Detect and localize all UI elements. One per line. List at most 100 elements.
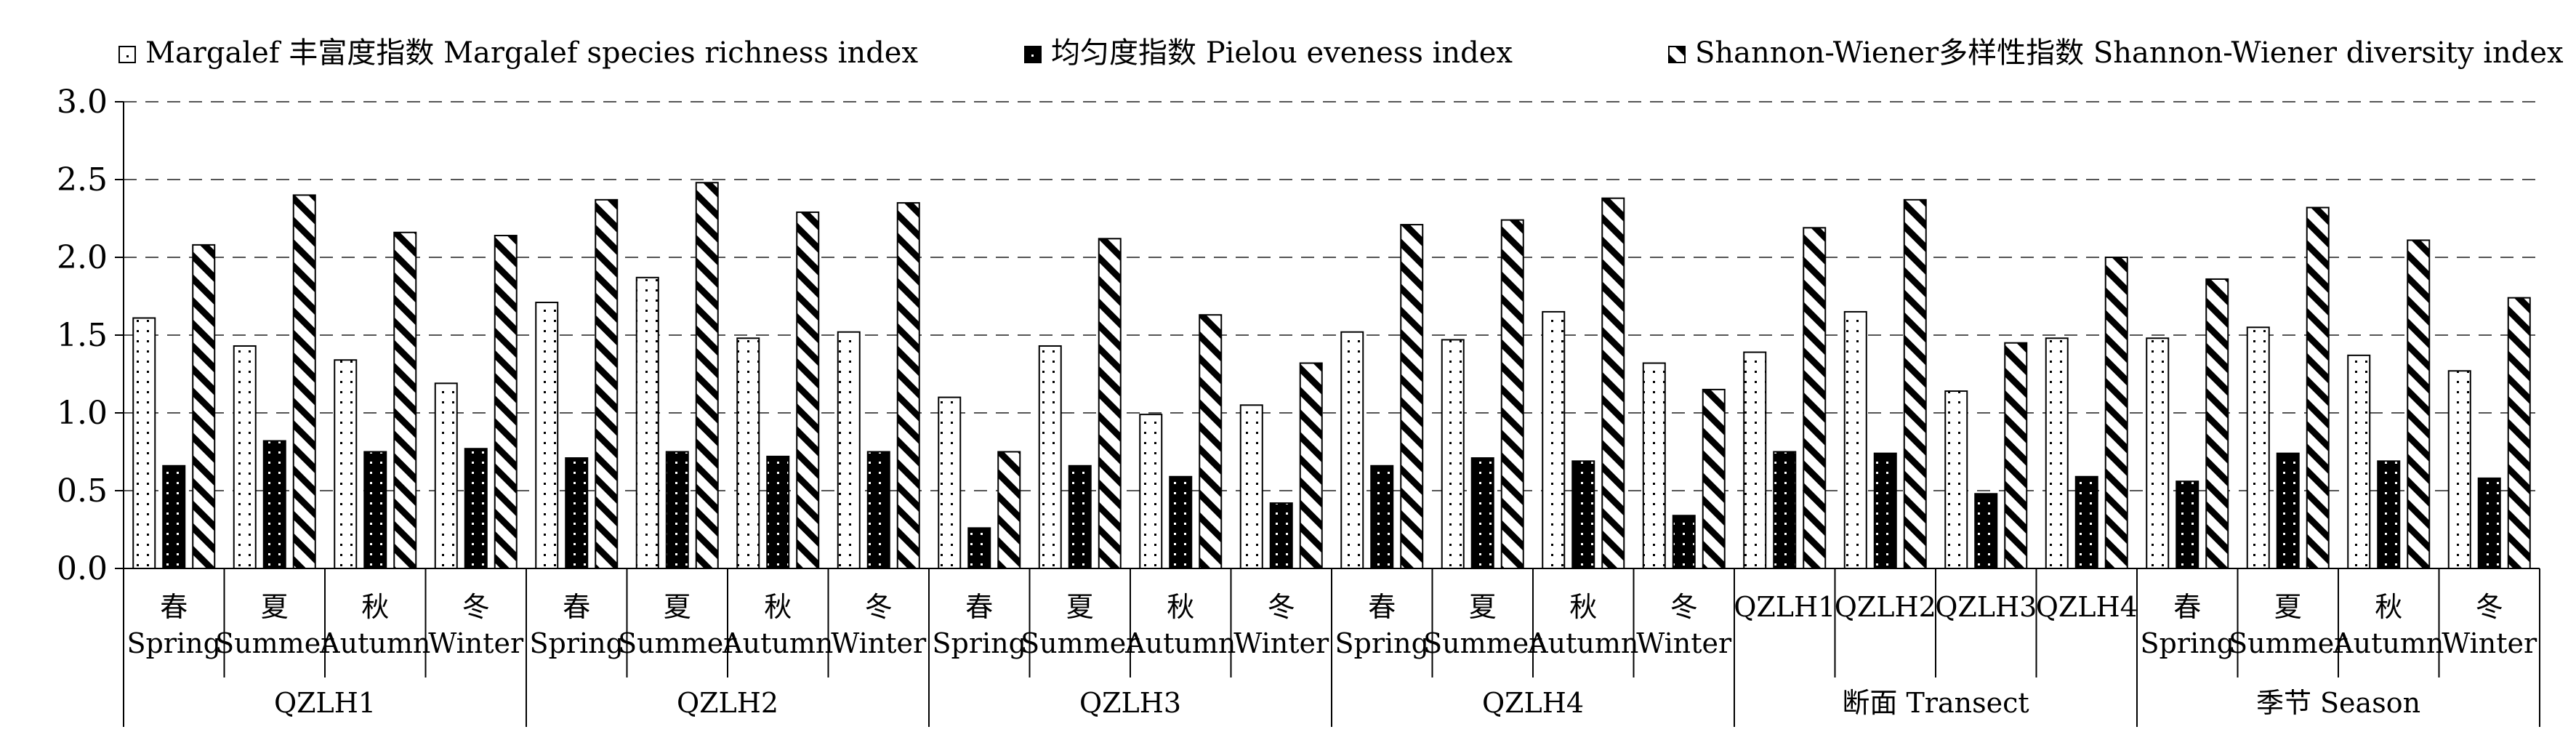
- x-tick-label: 春: [160, 591, 188, 623]
- bar-series3-cat23: [2407, 239, 2431, 569]
- x-tick-label-en: Summer: [2229, 627, 2348, 659]
- bar-series3-cat9: [997, 451, 1021, 569]
- x-tick-label: 冬: [1670, 591, 1698, 623]
- bar-series2-cat11: [1169, 475, 1193, 569]
- x-tick-label-en: Winter: [831, 627, 927, 659]
- y-tick-label: 0.5: [57, 472, 108, 510]
- group-label-4: QZLH4: [1482, 687, 1584, 719]
- x-tick-label: 冬: [1268, 591, 1295, 623]
- x-tick-label: QZLH3: [1935, 591, 2037, 623]
- x-tick-label: 秋: [1167, 591, 1194, 623]
- x-tick-label-en: Autumn: [722, 627, 833, 659]
- x-tick-label: 夏: [664, 591, 691, 623]
- x-tick-label-en: Autumn: [1124, 627, 1236, 659]
- bar-series2-cat3: [363, 451, 387, 569]
- bars: [132, 182, 2531, 570]
- x-tick-label: QZLH4: [2036, 591, 2138, 623]
- x-tick-label-en: Spring: [2141, 627, 2234, 659]
- bar-series2-cat12: [1269, 502, 1293, 569]
- x-tick-label: QZLH1: [1734, 591, 1835, 623]
- legend-label-3: Shannon-Wiener多样性指数 Shannon-Wiener diver…: [1695, 36, 2564, 70]
- x-tick-label-en: Spring: [127, 627, 221, 659]
- x-tick-label: 秋: [1569, 591, 1597, 623]
- bar-series1-cat21: [2146, 337, 2170, 569]
- y-tick-label: 0.0: [57, 550, 108, 587]
- bar-series1-cat16: [1642, 362, 1666, 569]
- x-tick-label: 秋: [764, 591, 792, 623]
- bar-series3-cat18: [1903, 198, 1927, 569]
- y-axis: 0.0 0.5 1.0 1.5 2.0 2.5 3.0: [57, 84, 124, 587]
- bar-series1-cat11: [1139, 414, 1163, 570]
- x-tick-label-en: Autumn: [319, 627, 430, 659]
- bar-series3-cat3: [393, 231, 417, 569]
- bar-series3-cat12: [1299, 362, 1323, 569]
- bar-series2-cat8: [866, 451, 890, 569]
- bar-series3-cat24: [2507, 297, 2531, 569]
- group-label-1: QZLH1: [274, 687, 376, 719]
- bar-series3-cat14: [1500, 219, 1524, 569]
- x-tick-label: 夏: [1469, 591, 1497, 623]
- bar-series2-cat2: [262, 440, 286, 570]
- gridlines: [124, 101, 2540, 491]
- x-tick-label-en: Spring: [530, 627, 624, 659]
- bar-series1-cat20: [2045, 337, 2069, 569]
- bar-series2-cat17: [1773, 451, 1797, 569]
- x-tick-label: 秋: [361, 591, 389, 623]
- bar-series3-cat1: [192, 244, 216, 569]
- x-tick-label-en: Summer: [215, 627, 334, 659]
- bar-series2-cat21: [2175, 480, 2199, 569]
- x-tick-label: 春: [563, 591, 590, 623]
- bar-series1-cat15: [1542, 310, 1566, 569]
- x-tick-label: 冬: [2476, 591, 2503, 623]
- x-tick-label-en: Summer: [1021, 627, 1140, 659]
- bar-series2-cat24: [2477, 477, 2501, 570]
- x-tick-label-en: Spring: [1335, 627, 1429, 659]
- bar-series1-cat17: [1743, 351, 1767, 569]
- x-tick-label-en: Autumn: [1527, 627, 1638, 659]
- bar-series3-cat17: [1803, 227, 1827, 569]
- bar-series1-cat4: [434, 382, 458, 570]
- bar-series1-cat18: [1843, 310, 1867, 569]
- legend-swatch-1: [118, 46, 136, 63]
- legend-label-2: 均匀度指数 Pielou eveness index: [1051, 36, 1513, 70]
- bar-series1-cat6: [635, 276, 659, 569]
- bar-series2-cat22: [2276, 452, 2300, 570]
- bar-series3-cat2: [292, 194, 316, 569]
- bar-series3-cat16: [1702, 388, 1726, 570]
- x-tick-label: 夏: [1066, 591, 1094, 623]
- bar-series1-cat5: [535, 302, 559, 569]
- bar-series2-cat7: [766, 455, 790, 569]
- x-tick-label: QZLH2: [1835, 591, 1936, 623]
- bar-series2-cat6: [665, 451, 689, 569]
- bar-series3-cat5: [595, 198, 619, 569]
- bar-series3-cat15: [1601, 197, 1625, 569]
- bar-series2-cat19: [1974, 493, 1998, 570]
- bar-series3-cat4: [494, 235, 518, 569]
- bar-series2-cat15: [1571, 460, 1595, 570]
- y-tick-label: 2.5: [57, 161, 108, 198]
- x-tick-label-en: Summer: [1423, 627, 1542, 659]
- legend-swatch-2: [1024, 46, 1042, 63]
- bar-series3-cat7: [796, 211, 820, 569]
- bar-series1-cat1: [132, 317, 156, 569]
- bar-series2-cat5: [565, 457, 589, 569]
- y-tick-label: 1.0: [57, 395, 108, 432]
- y-tick-label: 1.5: [57, 317, 108, 354]
- bar-series3-cat20: [2104, 257, 2128, 569]
- bar-series1-cat23: [2347, 354, 2371, 569]
- bar-series1-cat7: [736, 337, 760, 569]
- x-tick-label-en: Winter: [2442, 627, 2537, 659]
- group-label-2: QZLH2: [677, 687, 778, 719]
- bar-series1-cat2: [233, 345, 257, 569]
- x-tick-label-en: Spring: [933, 627, 1026, 659]
- x-axis: 春 Spring 夏 Summer 秋 Autumn 冬 Winter 春 Spring 夏 Summ…: [123, 568, 2540, 727]
- bar-series2-cat16: [1672, 515, 1696, 569]
- bar-series1-cat13: [1340, 331, 1364, 569]
- x-tick-label-en: Winter: [428, 627, 524, 659]
- bar-series3-cat8: [896, 202, 920, 569]
- bar-series2-cat23: [2377, 460, 2401, 570]
- bar-series1-cat10: [1038, 345, 1062, 569]
- bar-series3-cat21: [2205, 278, 2229, 569]
- x-tick-label: 冬: [865, 591, 893, 623]
